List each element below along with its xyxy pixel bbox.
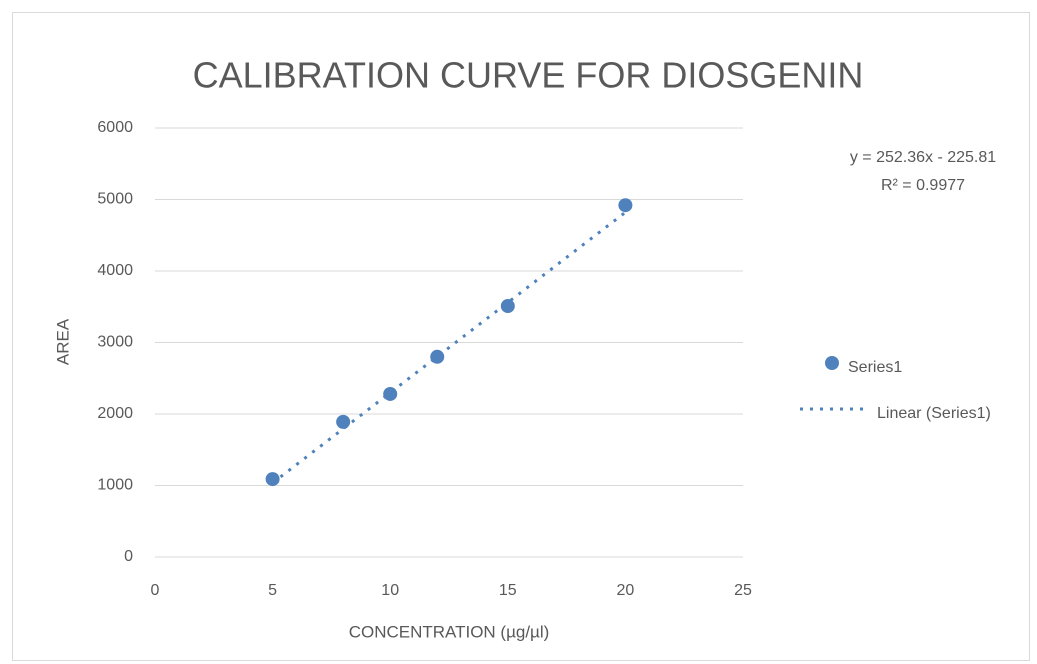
x-tick-label: 25	[734, 582, 752, 599]
y-tick-label: 5000	[97, 191, 133, 208]
data-point	[618, 198, 633, 213]
y-tick-label: 3000	[97, 334, 133, 351]
y-tick-label: 6000	[97, 119, 133, 136]
data-point	[500, 299, 515, 314]
data-point	[336, 414, 351, 429]
data-point	[383, 386, 398, 401]
data-point	[265, 472, 280, 487]
trend-r-squared: R² = 0.9977	[881, 177, 965, 194]
chart-title: CALIBRATION CURVE FOR DIOSGENIN	[193, 55, 864, 96]
x-axis-label: CONCENTRATION (µg/µl)	[349, 622, 550, 641]
legend-label: Linear (Series1)	[877, 405, 991, 422]
x-tick-label: 5	[268, 582, 277, 599]
x-tick-label: 10	[381, 582, 399, 599]
trendline	[271, 211, 627, 485]
y-axis-label: AREA	[53, 318, 72, 365]
y-tick-label: 0	[124, 548, 133, 565]
legend-label: Series1	[848, 359, 902, 376]
trend-equation: y = 252.36x - 225.81	[850, 149, 996, 166]
x-tick-label: 0	[151, 582, 160, 599]
chart-frame	[12, 12, 1030, 661]
y-tick-label: 1000	[97, 477, 133, 494]
x-tick-label: 15	[499, 582, 517, 599]
x-tick-label: 20	[617, 582, 635, 599]
y-tick-label: 4000	[97, 262, 133, 279]
y-tick-label: 2000	[97, 405, 133, 422]
legend-marker	[825, 356, 839, 370]
